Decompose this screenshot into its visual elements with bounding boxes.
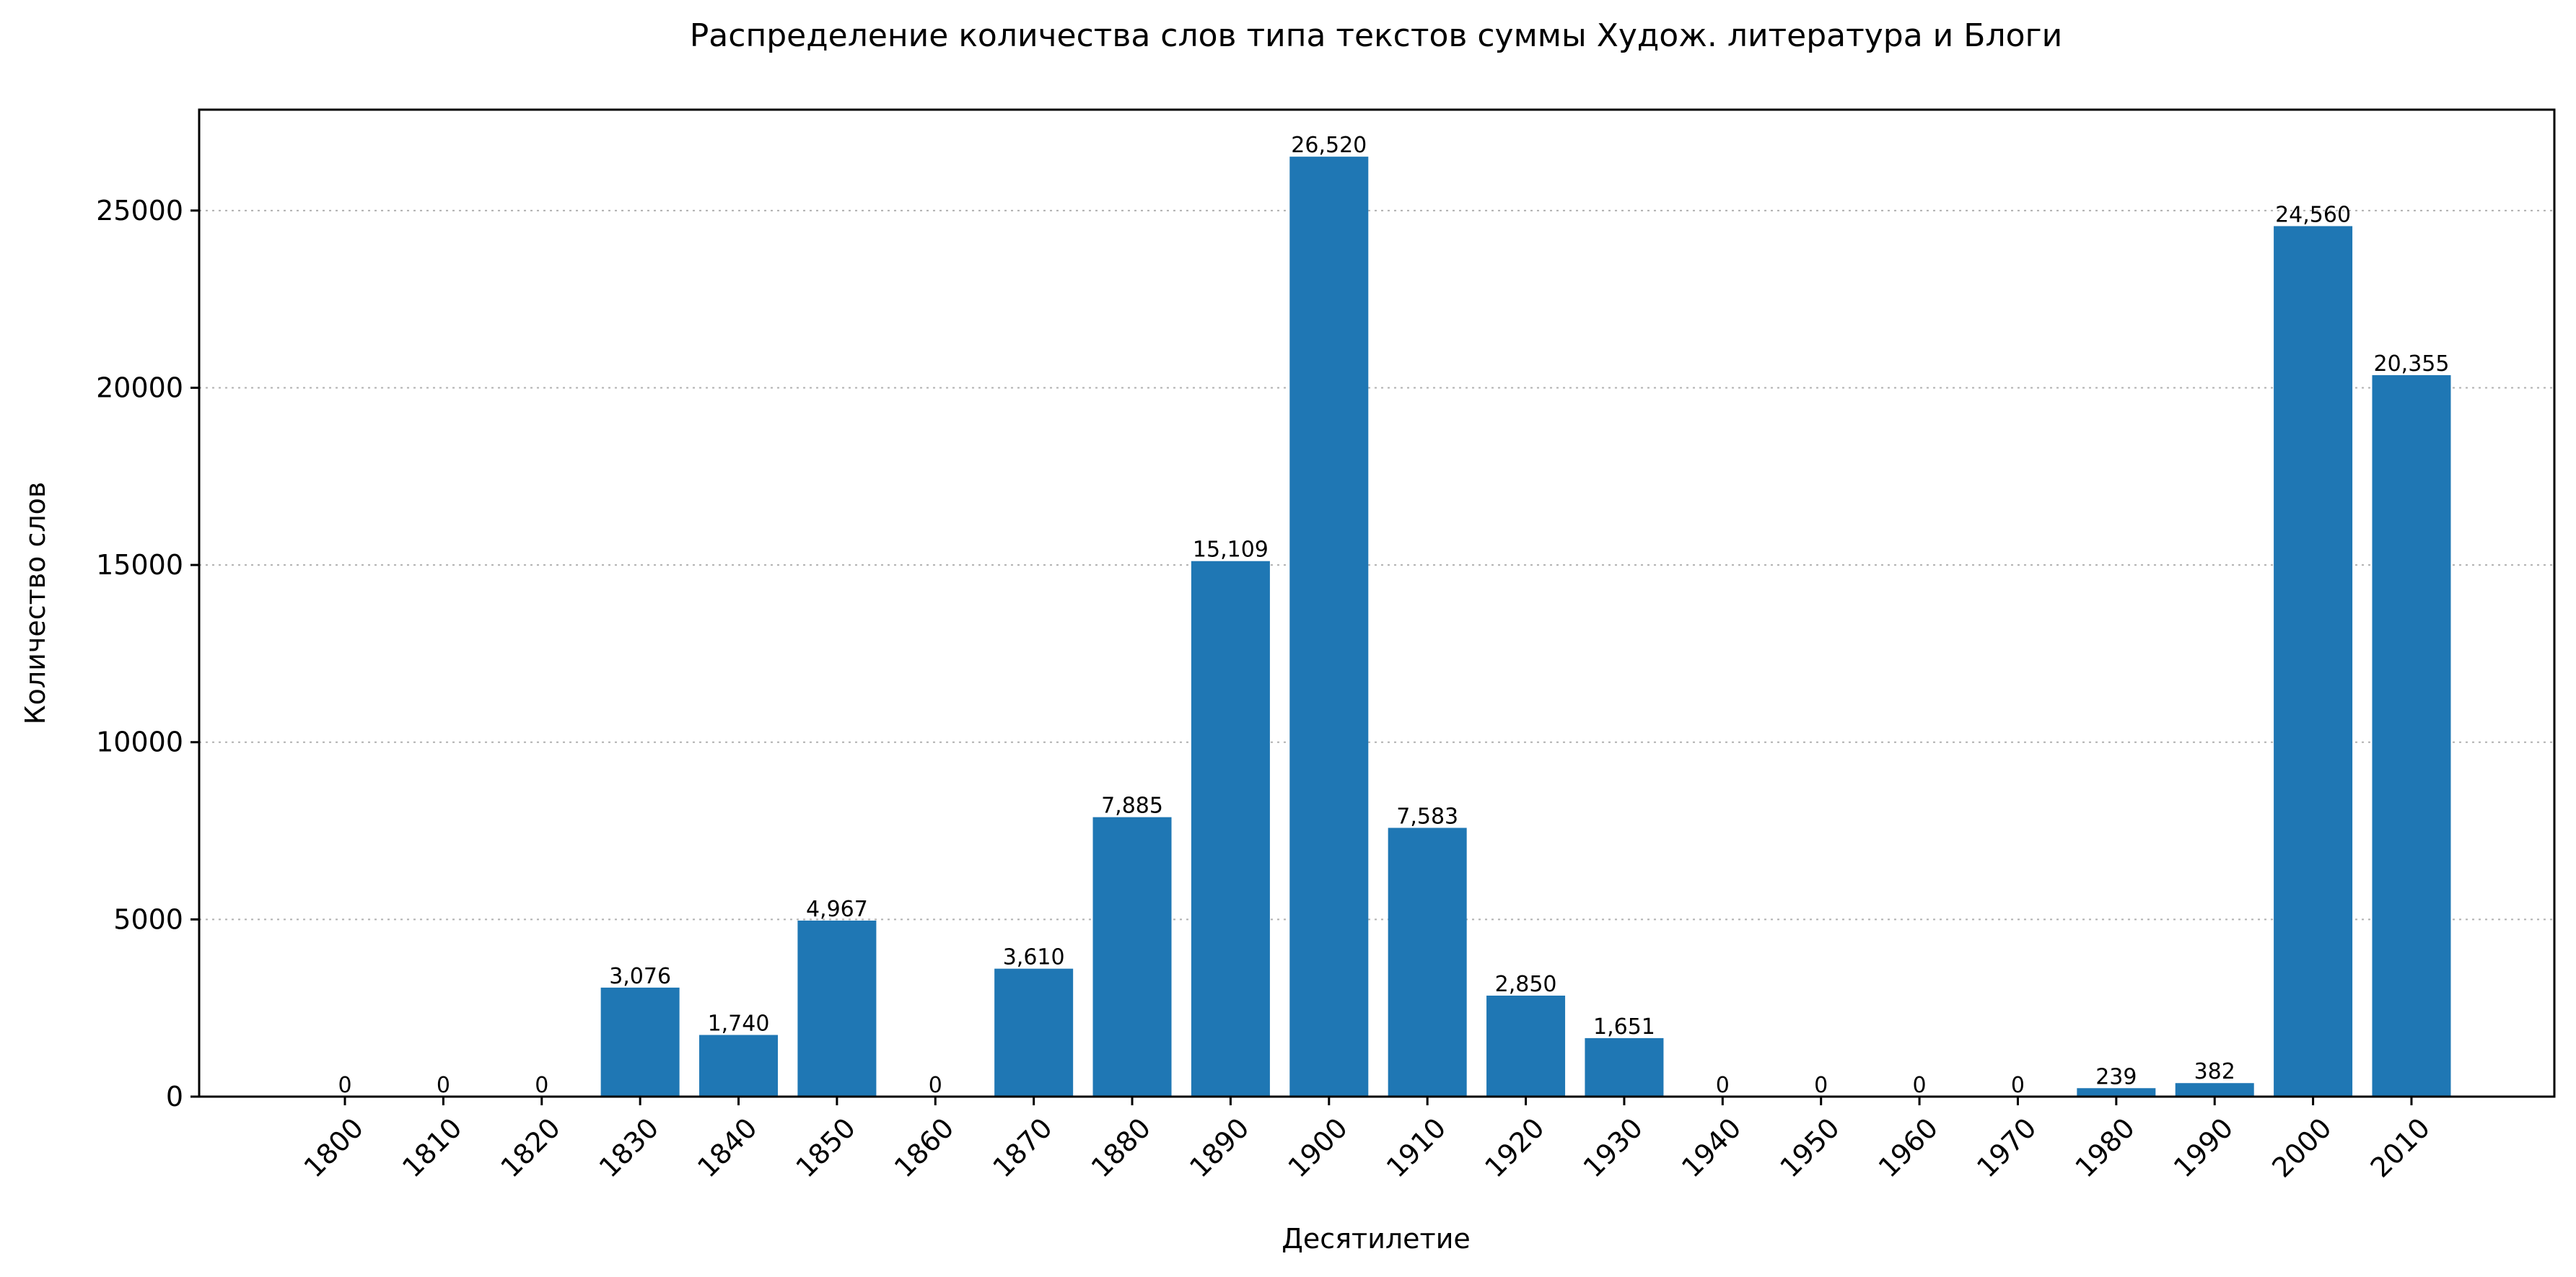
y-tick-label: 20000	[96, 372, 183, 403]
x-tick-label-1880: 1880	[1085, 1112, 1157, 1184]
x-tick-label-1930: 1930	[1577, 1112, 1650, 1184]
data-label-1920: 2,850	[1495, 972, 1557, 997]
bar-1850	[797, 920, 877, 1097]
x-tick-label-1970: 1970	[1971, 1112, 2043, 1184]
x-tick-label-1960: 1960	[1872, 1112, 1945, 1184]
bar-1880	[1092, 817, 1172, 1097]
y-tick-label: 10000	[96, 727, 183, 758]
bar-1890	[1191, 561, 1270, 1097]
data-labels: 0 0 0 3,076 1,740 4,967 0 3,610 7,885 15,109 26,52…	[338, 133, 2449, 1098]
x-tick-label-1890: 1890	[1183, 1112, 1256, 1184]
bar-1930	[1585, 1037, 1664, 1097]
x-tick-label-1980: 1980	[2069, 1112, 2141, 1184]
data-label-1860: 0	[929, 1073, 942, 1098]
x-tick-label-1800: 1800	[298, 1112, 370, 1184]
bar-1910	[1388, 828, 1467, 1097]
plot-frame	[198, 108, 2556, 1098]
data-label-1940: 0	[1716, 1073, 1730, 1098]
x-tick-label-1810: 1810	[396, 1112, 468, 1184]
y-tick-label: 25000	[96, 195, 183, 227]
x-axis: 1800 1810 1820 1830 1840 1850 1860 1870 1880 1890…	[298, 1097, 2436, 1184]
bar-1980	[2077, 1088, 2156, 1097]
bar-1990	[2175, 1083, 2254, 1097]
x-tick-label-1830: 1830	[593, 1112, 665, 1184]
x-tick-label-1910: 1910	[1380, 1112, 1453, 1184]
data-label-1840: 1,740	[708, 1011, 770, 1037]
x-tick-label-1860: 1860	[888, 1112, 960, 1184]
data-label-1800: 0	[338, 1073, 351, 1098]
data-label-1910: 7,583	[1396, 804, 1458, 829]
x-axis-label: Десятилетие	[1282, 1223, 1471, 1255]
data-label-1830: 3,076	[609, 964, 671, 989]
x-tick-label-1990: 1990	[2168, 1112, 2240, 1184]
x-tick-label-1870: 1870	[986, 1112, 1059, 1184]
data-label-2010: 20,355	[2373, 351, 2449, 377]
x-tick-label-1920: 1920	[1478, 1112, 1551, 1184]
bar-1830	[600, 987, 680, 1097]
data-label-1930: 1,651	[1593, 1014, 1655, 1040]
x-tick-label-1940: 1940	[1675, 1112, 1748, 1184]
data-label-2000: 24,560	[2275, 202, 2351, 227]
y-axis-label: Количество слов	[19, 482, 51, 725]
x-tick-label-1950: 1950	[1774, 1112, 1846, 1184]
y-axis: 0 5000 10000 15000 20000 25000	[96, 195, 199, 1113]
data-label-1980: 239	[2095, 1064, 2137, 1089]
data-label-1970: 0	[2011, 1073, 2025, 1098]
data-label-1990: 382	[2194, 1059, 2235, 1084]
x-tick-label-1820: 1820	[494, 1112, 566, 1184]
x-tick-label-1850: 1850	[790, 1112, 862, 1184]
bars	[600, 157, 2451, 1097]
data-label-1900: 26,520	[1291, 133, 1367, 158]
bar-1840	[699, 1035, 779, 1097]
x-tick-label-2010: 2010	[2365, 1112, 2437, 1184]
y-tick-label: 0	[166, 1081, 183, 1113]
data-label-1850: 4,967	[806, 897, 868, 922]
bar-2010	[2372, 375, 2451, 1097]
grid-lines	[199, 209, 2554, 921]
bar-1870	[994, 968, 1074, 1097]
data-label-1810: 0	[437, 1073, 450, 1098]
y-tick-label: 5000	[113, 903, 183, 935]
data-label-1890: 15,109	[1193, 537, 1269, 563]
bar-1900	[1289, 157, 1369, 1097]
bar-2000	[2274, 226, 2353, 1097]
chart-title: Распределение количества слов типа текст…	[690, 17, 2062, 54]
x-tick-label-2000: 2000	[2266, 1112, 2338, 1184]
data-label-1960: 0	[1913, 1073, 1927, 1098]
bar-1920	[1486, 995, 1566, 1097]
data-label-1880: 7,885	[1101, 794, 1163, 819]
data-label-1820: 0	[535, 1073, 548, 1098]
y-tick-label: 15000	[96, 549, 183, 581]
data-label-1870: 3,610	[1003, 945, 1065, 970]
x-tick-label-1840: 1840	[691, 1112, 763, 1184]
x-tick-label-1900: 1900	[1282, 1112, 1354, 1184]
data-label-1950: 0	[1814, 1073, 1828, 1098]
